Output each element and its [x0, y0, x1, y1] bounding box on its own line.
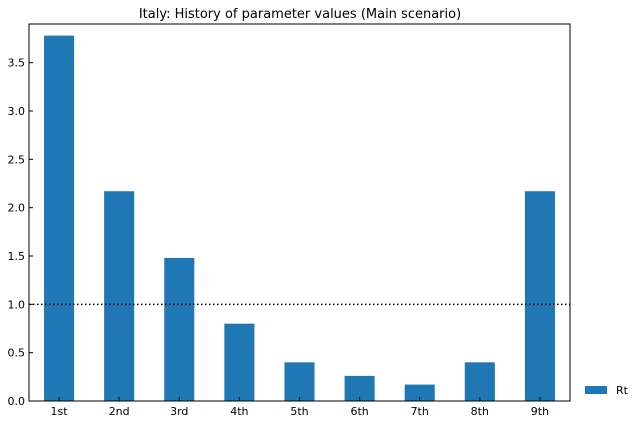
x-tick-label-7th: 7th [411, 405, 429, 418]
x-tick-label-9th: 9th [531, 405, 549, 418]
y-tick-label: 0.0 [8, 395, 26, 408]
bar-4th [224, 323, 255, 401]
bar-9th [524, 191, 555, 401]
y-tick-label: 2.0 [8, 202, 26, 215]
bar-3rd [164, 257, 195, 401]
x-tick-label-6th: 6th [350, 405, 368, 418]
legend-label-rt: Rt [616, 384, 629, 397]
y-tick-label: 2.5 [8, 153, 26, 166]
y-tick-label: 1.5 [8, 250, 26, 263]
x-tick-label-8th: 8th [471, 405, 489, 418]
plot-frame [28, 23, 571, 402]
chart-title: Italy: History of parameter values (Main… [139, 7, 461, 22]
x-tick-label-5th: 5th [290, 405, 308, 418]
x-tick-label-1st: 1st [51, 405, 69, 418]
bar-8th [464, 362, 495, 401]
bar-1st [44, 35, 75, 401]
x-tick-label-2nd: 2nd [109, 405, 130, 418]
bars-group [44, 35, 555, 401]
y-tick-label: 1.0 [8, 298, 26, 311]
y-tick-label: 3.5 [8, 57, 26, 70]
y-tick-label: 3.0 [8, 105, 26, 118]
x-tick-label-4th: 4th [230, 405, 248, 418]
y-tick-label: 0.5 [8, 347, 26, 360]
x-axis: 1st 2nd 3rd 4th 5th 6th 7th 8th 9th [51, 397, 549, 418]
bar-5th [284, 362, 315, 401]
y-axis: 0.0 0.5 1.0 1.5 2.0 2.5 3.0 3.5 [8, 57, 33, 408]
bar-2nd [104, 191, 135, 401]
bar-7th [404, 384, 435, 401]
legend: Rt [585, 384, 629, 397]
x-tick-label-3rd: 3rd [170, 405, 188, 418]
legend-swatch-rt [585, 386, 607, 394]
bar-6th [344, 375, 375, 401]
